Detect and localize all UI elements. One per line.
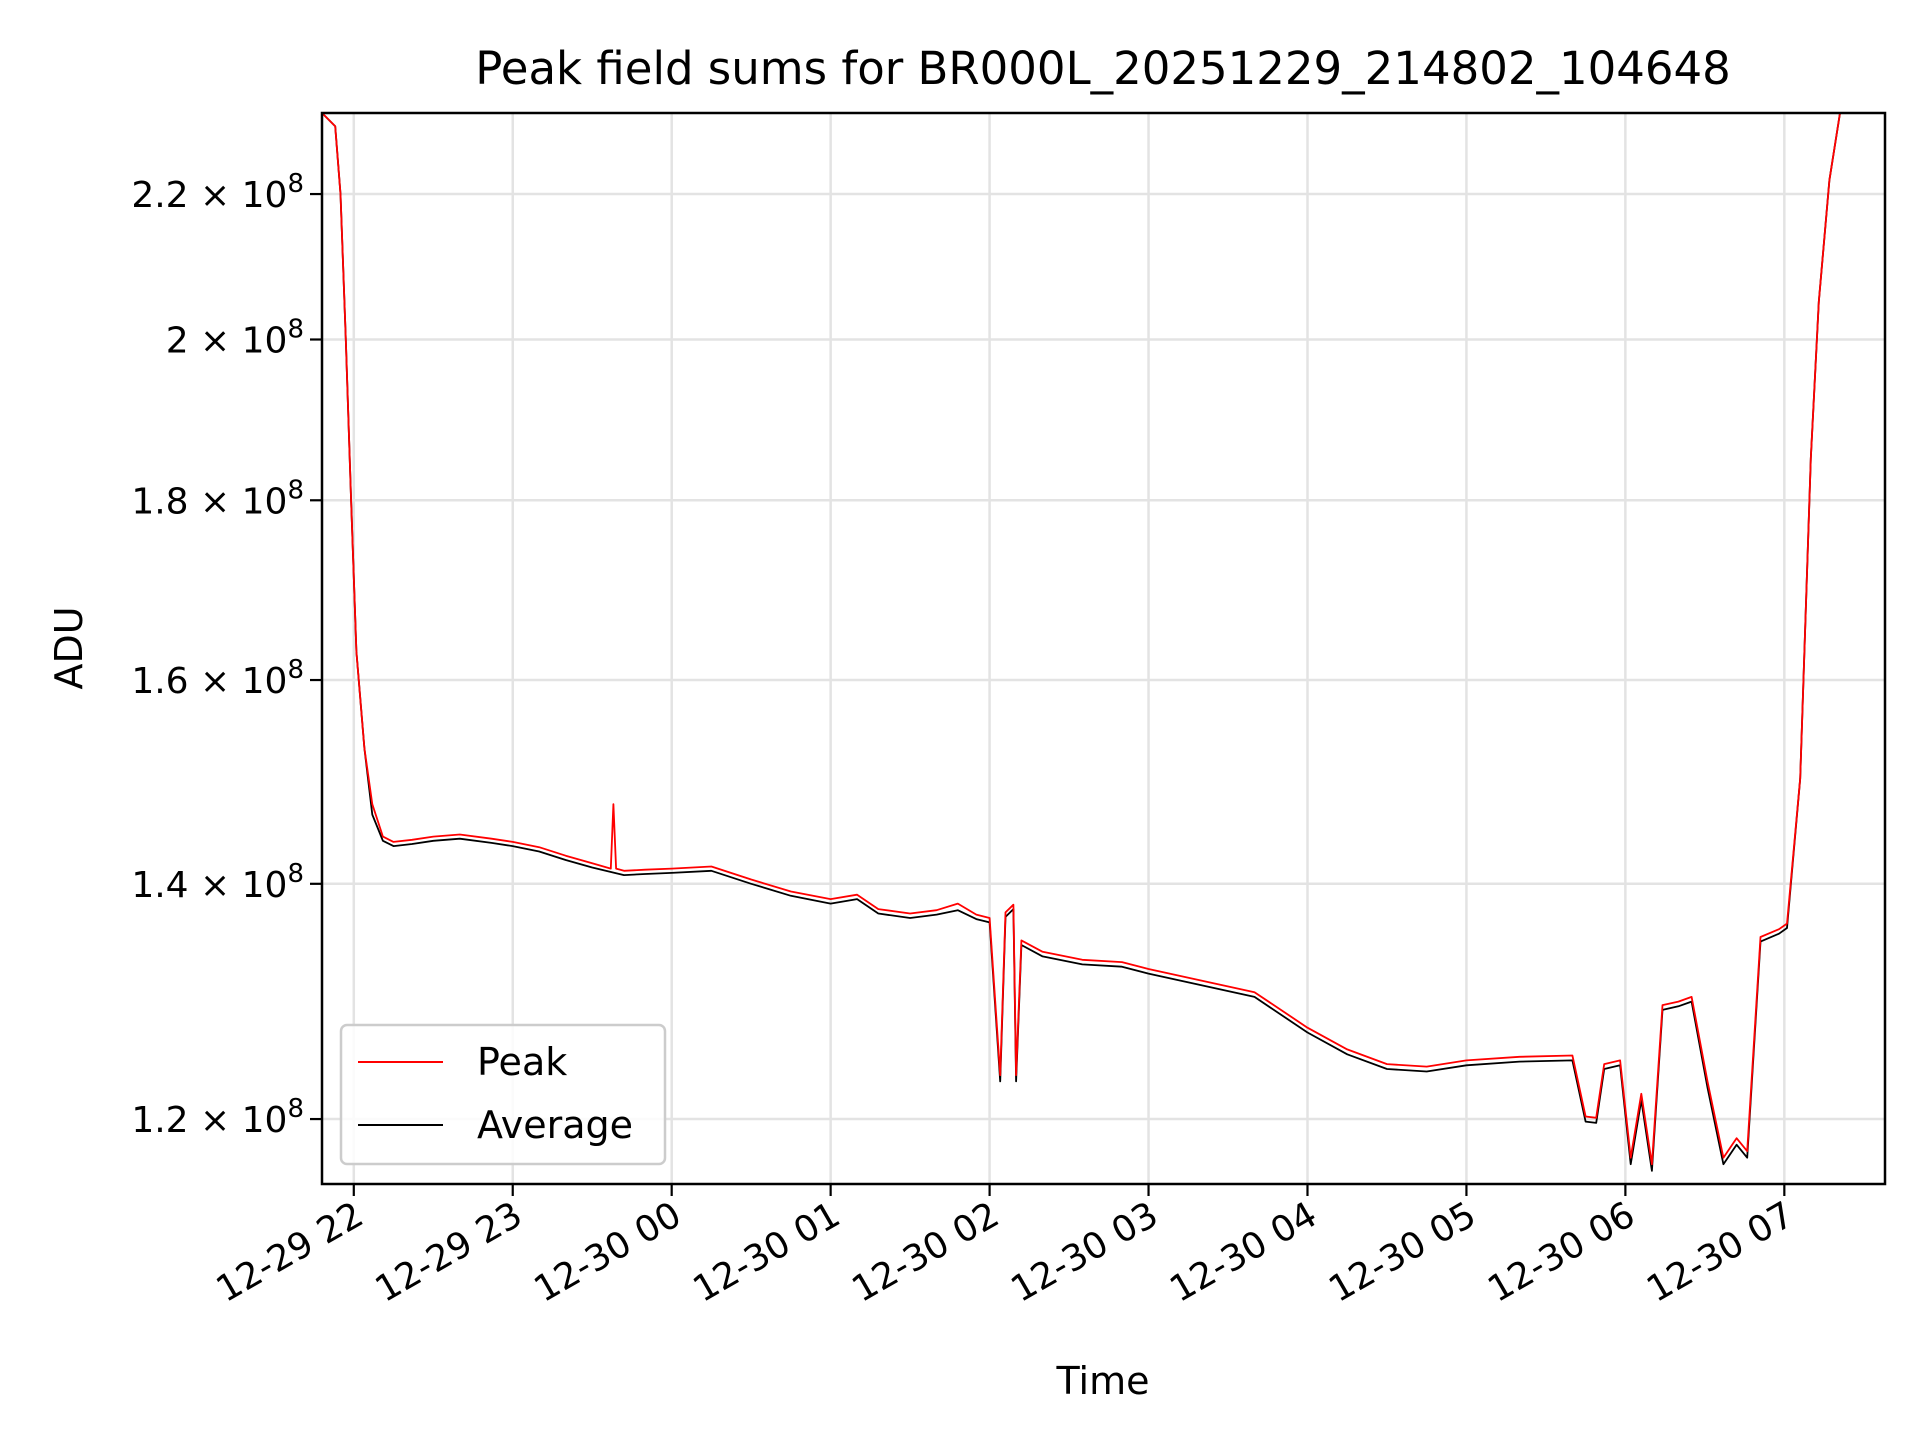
y-axis: 1.2 × 108 1.4 × 108 1.6 × 108 1.8 × 108 2 × … [131,169,322,1141]
y-tick-label: 1.8 × 108 [131,475,304,522]
y-tick-label: 1.4 × 108 [131,859,304,906]
series-line-peak [322,113,1885,1166]
y-tick-label: 1.2 × 108 [131,1094,304,1141]
chart-title: Peak field sums for BR000L_20251229_2148… [475,42,1731,95]
y-tick-label: 2.2 × 108 [131,169,304,216]
y-tick-label: 2 × 108 [166,314,304,361]
legend-label-average: Average [477,1103,633,1147]
legend: Peak Average [339,1023,667,1166]
x-axis-label: Time [1056,1359,1150,1403]
plot-frame [320,111,1887,1186]
legend-label-peak: Peak [477,1040,567,1084]
legend-box [339,1023,667,1166]
grid [322,113,1885,1184]
y-tick-label: 1.6 × 108 [131,655,304,702]
plot-lines [322,113,1885,1172]
y-axis-label: ADU [47,606,91,689]
